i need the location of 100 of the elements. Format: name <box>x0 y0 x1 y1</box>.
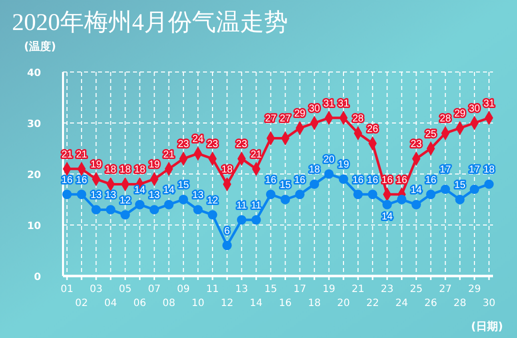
y-tick-label: 10 <box>27 221 42 232</box>
data-label: 21 <box>250 149 262 160</box>
data-label: 27 <box>280 114 292 124</box>
point <box>396 194 406 204</box>
x-tick-label: 10 <box>192 298 204 309</box>
point <box>106 204 116 214</box>
point <box>62 190 72 200</box>
data-label: 18 <box>308 164 320 176</box>
x-tick-label: 02 <box>75 298 88 309</box>
data-label: 13 <box>148 190 160 202</box>
x-tick-label: 06 <box>133 298 146 309</box>
x-tick-label: 05 <box>118 284 132 295</box>
y-axis-title: (温度) <box>24 40 56 53</box>
x-tick-label: 03 <box>90 284 102 295</box>
x-tick-label: 07 <box>148 284 161 295</box>
point <box>178 194 188 204</box>
data-label: 6 <box>224 226 230 237</box>
x-tick-label: 24 <box>395 298 408 309</box>
x-tick-label: 01 <box>60 284 74 295</box>
x-tick-label: 18 <box>308 298 321 309</box>
data-label: 13 <box>192 190 204 202</box>
point <box>440 184 450 194</box>
point <box>484 179 494 189</box>
y-tick-label: 30 <box>27 119 42 130</box>
data-label: 15 <box>178 180 190 191</box>
data-label: 21 <box>76 149 88 160</box>
point <box>324 169 334 179</box>
chart-title: 2020年梅州4月份气温走势 <box>12 10 288 36</box>
x-tick-label: 15 <box>264 284 278 295</box>
data-label: 28 <box>440 114 452 125</box>
data-label: 14 <box>382 212 394 223</box>
data-label: 19 <box>338 160 350 171</box>
point <box>426 190 436 200</box>
point <box>135 200 144 210</box>
x-tick-label: 30 <box>482 298 496 309</box>
x-tick-label: 27 <box>438 284 452 295</box>
point <box>412 200 421 210</box>
point <box>368 190 378 200</box>
data-label: 13 <box>90 190 102 202</box>
point <box>266 190 276 200</box>
x-tick-label: 13 <box>235 284 248 295</box>
point <box>208 210 218 220</box>
x-tick-label: 04 <box>104 298 118 309</box>
data-label: 18 <box>105 164 117 176</box>
data-label: 17 <box>468 164 480 176</box>
point <box>222 240 232 250</box>
x-tick-label: 21 <box>352 284 364 295</box>
data-label: 29 <box>294 108 306 120</box>
data-label: 16 <box>294 174 306 186</box>
x-tick-label: 11 <box>206 284 219 295</box>
data-label: 31 <box>338 98 350 110</box>
data-label: 23 <box>410 139 422 150</box>
data-label: 23 <box>178 139 190 150</box>
point <box>280 194 290 204</box>
point <box>470 184 480 194</box>
data-label: 16 <box>352 174 364 186</box>
point <box>150 204 160 214</box>
point <box>338 174 348 184</box>
data-label: 30 <box>308 104 320 114</box>
data-label: 27 <box>265 114 277 124</box>
x-axis-title: (日期) <box>470 320 503 333</box>
data-label: 29 <box>454 108 466 120</box>
point <box>236 215 246 225</box>
point <box>120 210 130 220</box>
data-label: 19 <box>90 160 102 171</box>
point <box>76 190 86 200</box>
data-label: 17 <box>440 164 452 176</box>
x-tick-label: 29 <box>468 284 481 295</box>
data-label: 15 <box>454 180 466 191</box>
x-tick-label: 09 <box>177 284 190 295</box>
data-label: 18 <box>483 164 495 176</box>
point <box>164 200 174 210</box>
data-label: 15 <box>280 180 292 191</box>
x-tick-label: 22 <box>366 298 379 309</box>
x-tick-label: 19 <box>322 284 336 295</box>
point <box>251 215 261 225</box>
data-label: 31 <box>323 98 335 110</box>
data-label: 23 <box>236 139 248 150</box>
data-label: 16 <box>76 174 88 186</box>
data-label: 19 <box>148 160 160 171</box>
data-label: 11 <box>236 200 248 212</box>
data-label: 24 <box>192 134 204 146</box>
data-label: 20 <box>323 154 335 166</box>
data-label: 12 <box>120 195 132 206</box>
point <box>193 204 203 214</box>
data-label: 14 <box>163 185 175 196</box>
y-tick-label: 0 <box>34 272 42 283</box>
x-tick-label: 25 <box>410 284 423 295</box>
data-label: 25 <box>425 129 437 140</box>
y-tick-label: 20 <box>27 170 42 181</box>
data-label: 16 <box>265 174 277 186</box>
data-label: 23 <box>206 139 219 150</box>
data-label: 16 <box>367 174 379 186</box>
data-label: 21 <box>163 149 175 160</box>
x-tick-label: 28 <box>454 298 466 309</box>
x-tick-label: 17 <box>293 284 306 295</box>
data-label: 16 <box>425 174 437 186</box>
x-tick-label: 20 <box>337 298 350 309</box>
point <box>91 204 101 214</box>
x-tick-label: 16 <box>278 298 292 309</box>
